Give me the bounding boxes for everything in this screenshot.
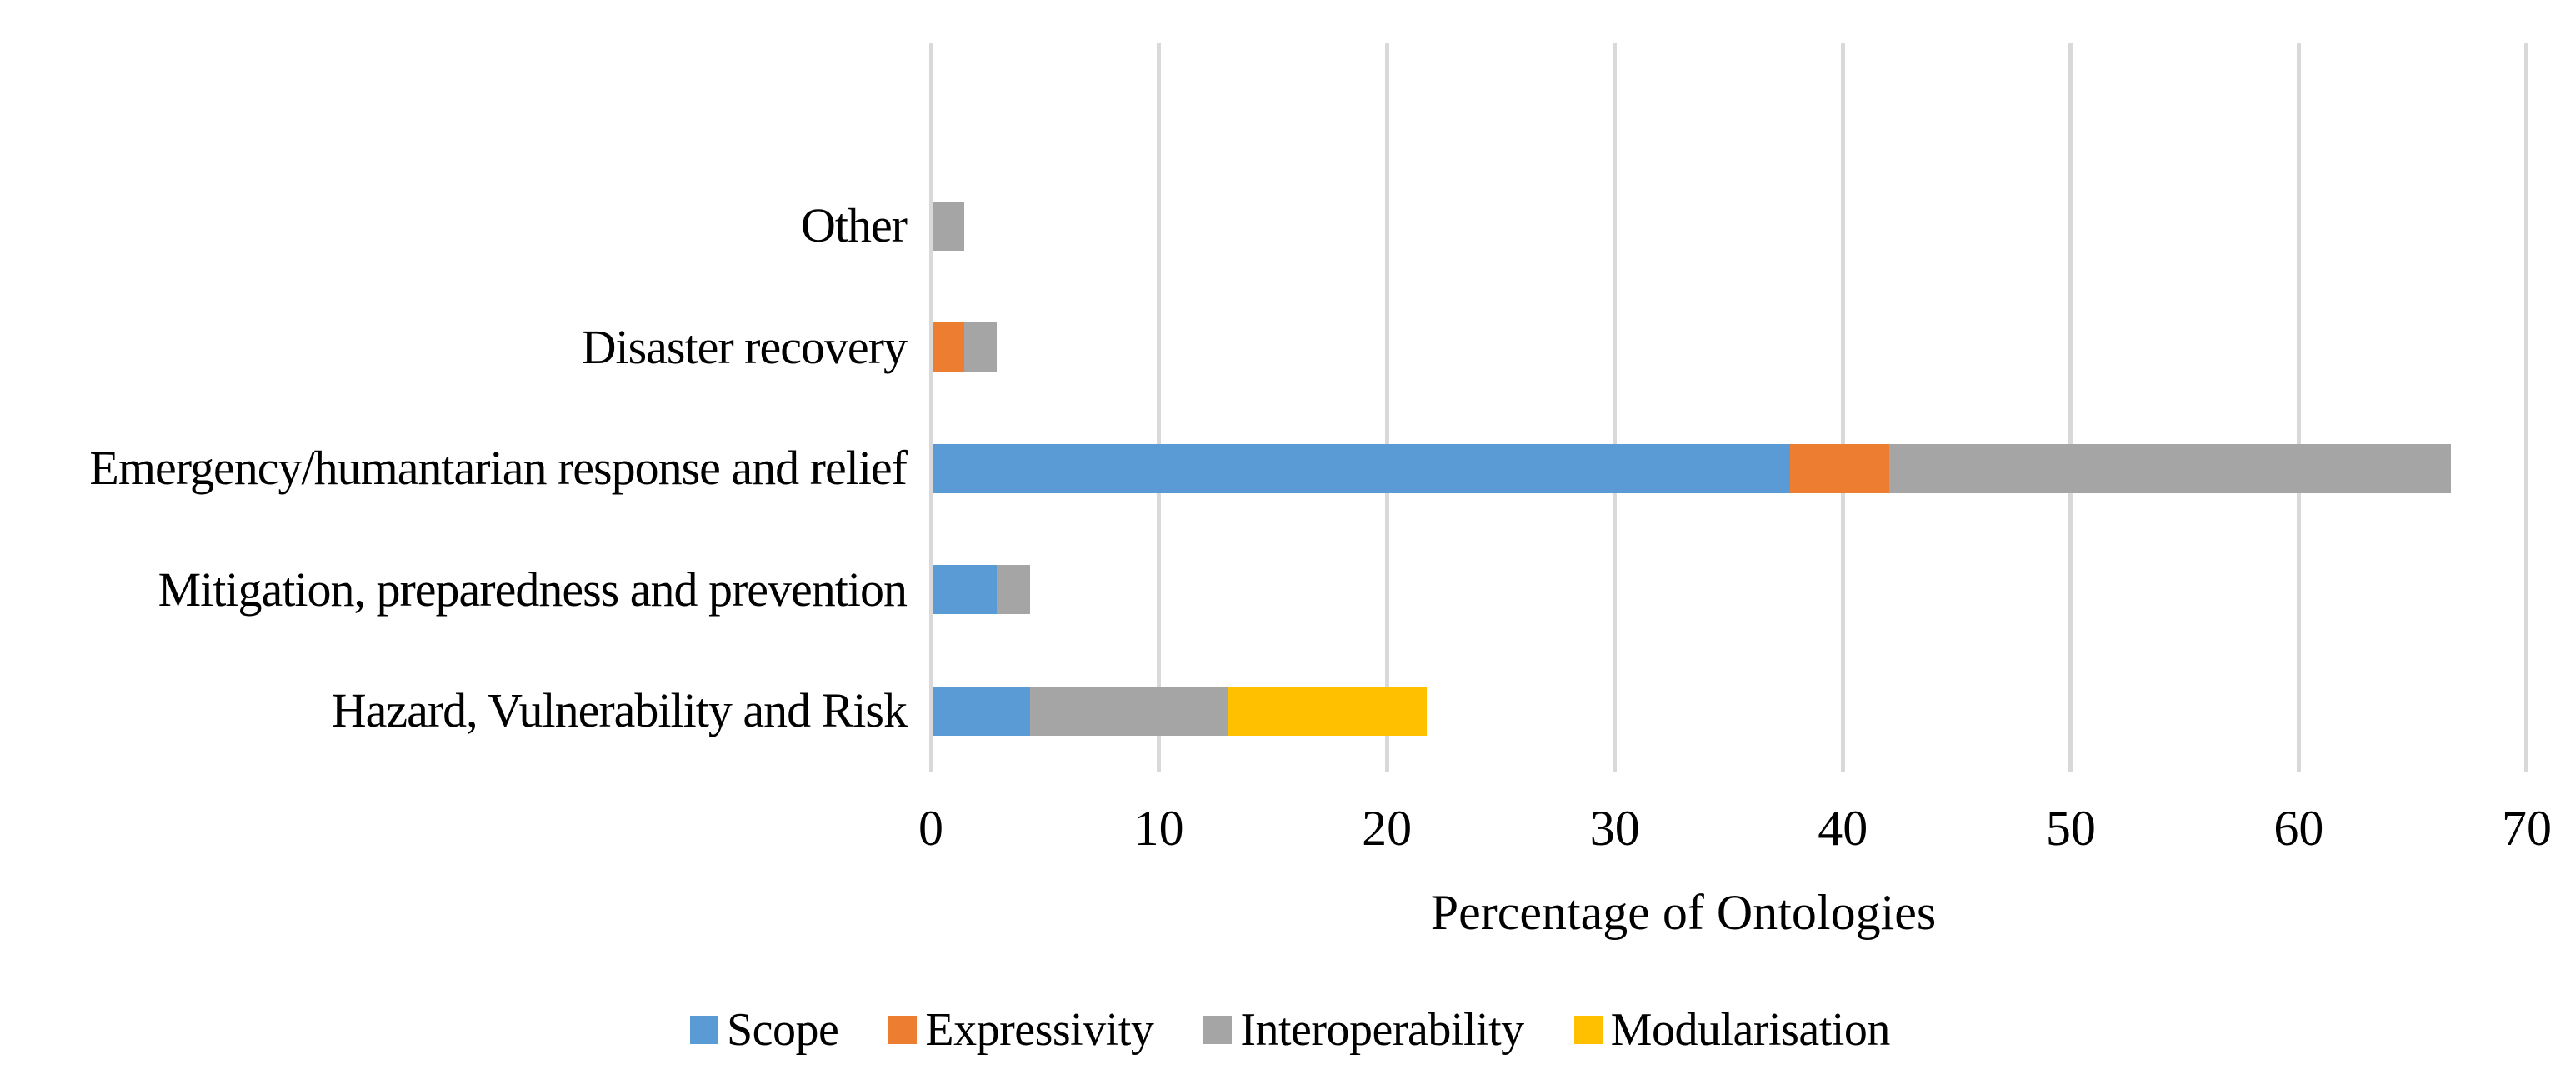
category-label: Hazard, Vulnerability and Risk xyxy=(331,683,908,737)
category-label: Mitigation, preparedness and prevention xyxy=(158,562,908,617)
gridline-50 xyxy=(2068,43,2073,772)
legend-label: Scope xyxy=(727,1004,839,1056)
x-tick-label-40: 40 xyxy=(1818,801,1868,856)
legend-item-modularisation: Modularisation xyxy=(1573,1004,1891,1056)
x-tick-label-20: 20 xyxy=(1362,801,1413,856)
bar-segment-scope xyxy=(933,443,1790,493)
bar-segment-interoperability xyxy=(963,322,998,372)
bar-segment-expressivity xyxy=(933,322,964,372)
bar-segment-modularisation xyxy=(1228,686,1427,736)
gridline-20 xyxy=(1384,43,1389,772)
legend-item-scope: Scope xyxy=(690,1004,839,1056)
x-tick-label-50: 50 xyxy=(2045,801,2096,856)
gridline-30 xyxy=(1613,43,1618,772)
bar-segment-interoperability xyxy=(933,201,964,251)
bar-segment-interoperability xyxy=(1888,443,2451,493)
x-tick-label-30: 30 xyxy=(1589,801,1640,856)
legend-label: Interoperability xyxy=(1240,1004,1524,1056)
bar-segment-interoperability xyxy=(997,565,1030,614)
x-tick-label-60: 60 xyxy=(2273,801,2324,856)
gridline-10 xyxy=(1157,43,1162,772)
bar-segment-scope xyxy=(933,565,998,614)
x-tick-label-0: 0 xyxy=(918,801,943,856)
x-tick-label-10: 10 xyxy=(1133,801,1184,856)
bar-segment-expressivity xyxy=(1789,443,1889,493)
legend-swatch-icon xyxy=(888,1016,918,1044)
gridline-40 xyxy=(1840,43,1845,772)
category-label: Disaster recovery xyxy=(581,319,908,374)
x-axis-title: Percentage of Ontologies xyxy=(1430,885,1937,940)
legend: Scope Expressivity Interoperability Modular… xyxy=(690,1005,1890,1055)
bar-segment-scope xyxy=(933,686,1030,736)
legend-label: Modularisation xyxy=(1610,1004,1891,1056)
legend-label: Expressivity xyxy=(925,1004,1154,1056)
legend-swatch-icon xyxy=(1203,1016,1233,1044)
legend-item-interoperability: Interoperability xyxy=(1203,1004,1524,1056)
x-tick-label-70: 70 xyxy=(2501,801,2552,856)
legend-swatch-icon xyxy=(1573,1016,1603,1044)
category-label: Other xyxy=(800,198,908,252)
category-label: Emergency/humantarian response and relie… xyxy=(89,441,908,495)
gridline-60 xyxy=(2296,43,2301,772)
legend-swatch-icon xyxy=(690,1016,718,1044)
legend-item-expressivity: Expressivity xyxy=(888,1004,1154,1056)
bar-segment-interoperability xyxy=(1030,686,1228,736)
gridline-70 xyxy=(2524,43,2529,772)
gridline-0 xyxy=(928,43,933,772)
